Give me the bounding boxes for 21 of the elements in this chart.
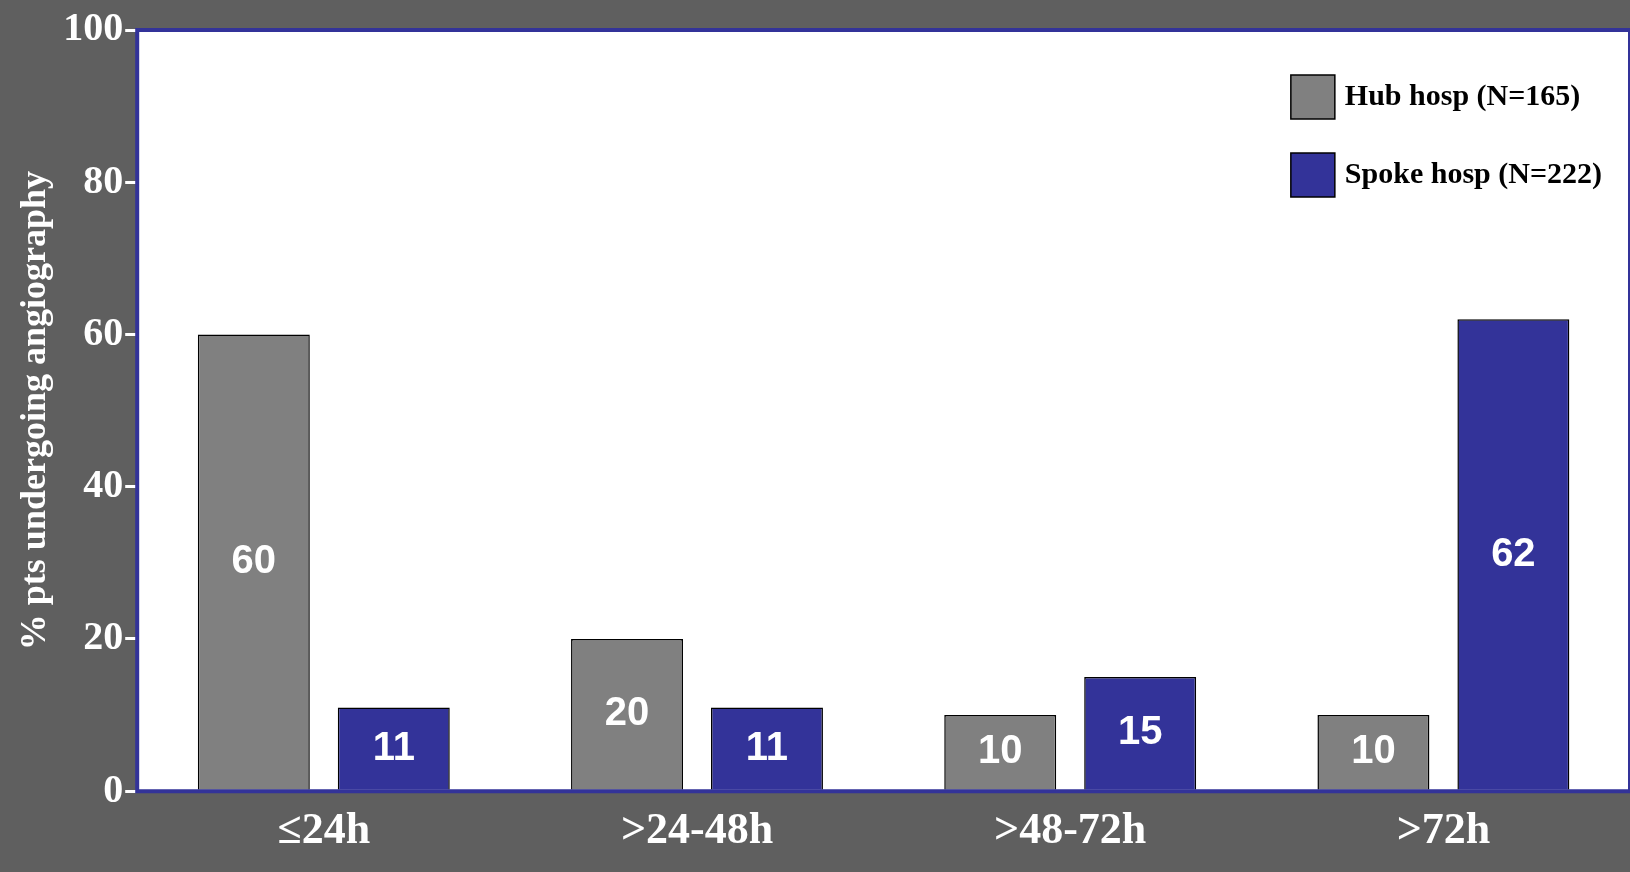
data-label: 10 [1351,727,1396,772]
y-tick-label: 20 [83,613,124,659]
y-tick-label: 60 [83,308,124,354]
y-tick-label: 40 [83,461,124,507]
data-label: 62 [1491,529,1536,574]
y-tick-label: 100 [63,4,124,50]
y-axis-title: % pts undergoing angiography [12,171,53,651]
data-label: 20 [604,689,650,734]
legend-label: Spoke hosp (N=222) [1344,155,1602,190]
x-tick-label: ≤24h [277,803,371,853]
data-label: 15 [1117,708,1163,753]
y-tick-label: 80 [83,156,124,202]
x-tick-label: >48-72h [994,803,1147,853]
data-label: 11 [372,723,415,768]
y-tick-label: 0 [103,765,124,811]
data-label: 10 [977,727,1023,772]
x-tick-label: >72h [1396,803,1491,853]
legend-label: Hub hosp (N=165) [1344,77,1581,112]
data-label: 60 [231,537,277,582]
x-tick-label: >24-48h [620,803,774,853]
data-label: 11 [745,723,789,768]
